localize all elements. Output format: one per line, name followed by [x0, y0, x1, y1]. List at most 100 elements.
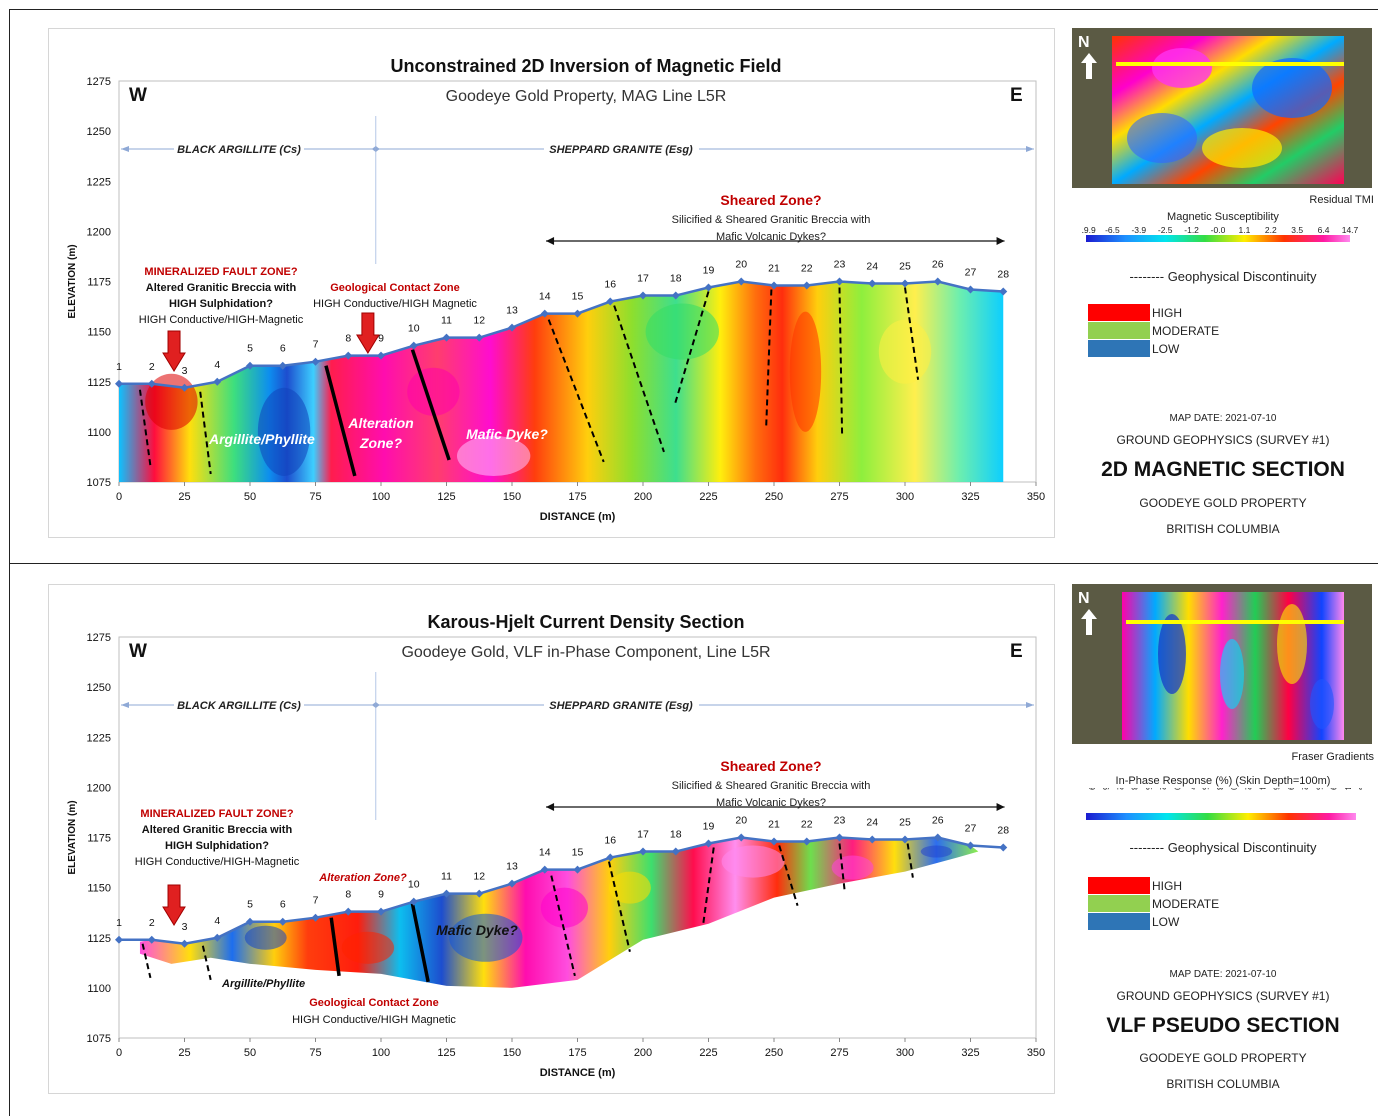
sheared-zone-line2: Mafic Volcanic Dykes? [716, 231, 826, 243]
station-label: 14 [539, 847, 551, 859]
x-tick-label: 200 [634, 491, 652, 503]
sheared-zone-arrowhead [996, 237, 1005, 245]
y-tick-label: 1225 [87, 176, 111, 188]
station-label: 10 [408, 323, 420, 335]
tmi-anomaly [1252, 58, 1332, 118]
station-marker [409, 897, 418, 906]
section-anomaly [878, 319, 932, 384]
station-marker [835, 833, 844, 842]
x-tick-label: 125 [437, 1047, 455, 1059]
x-tick-label: 0 [116, 1047, 122, 1059]
panel-divider [9, 563, 1378, 564]
legend-swatch-high [1088, 304, 1150, 321]
fault-zone-line3: HIGH Conductive/HIGH-Magnetic [139, 314, 304, 326]
x-tick-label: 250 [765, 1047, 783, 1059]
x-tick-label: 175 [568, 1047, 586, 1059]
station-label: 25 [899, 261, 911, 273]
contact-zone-line1: HIGH Conductive/HIGH Magnetic [292, 1014, 456, 1026]
station-marker [377, 907, 385, 916]
unit-arrowhead [371, 146, 376, 152]
legend-swatch-low [1088, 913, 1150, 930]
station-label: 10 [408, 879, 420, 891]
station-label: 21 [768, 819, 780, 831]
scale-value-label: 6.4 [1318, 225, 1330, 235]
station-label: 19 [703, 265, 715, 277]
x-tick-label: 100 [372, 491, 390, 503]
unit-label-bg [544, 697, 699, 713]
station-marker [147, 935, 156, 944]
red-pointer-icon [356, 312, 380, 354]
station-label: 23 [834, 259, 846, 271]
north-label: N [1078, 590, 1090, 607]
contact-fault-line [329, 917, 341, 977]
section-anomaly [920, 845, 953, 858]
y-tick-label: 1125 [87, 933, 111, 945]
scale-value-label: 4.3 [1357, 788, 1362, 790]
scale-value-label: -2.5 [1158, 225, 1173, 235]
fault-zone-title: MINERALIZED FAULT ZONE? [140, 808, 293, 820]
station-marker [377, 351, 385, 360]
station-marker [115, 935, 123, 944]
section-anomaly [608, 871, 651, 904]
x-tick-label: 175 [568, 491, 586, 503]
legend-label-high: HIGH [1152, 879, 1182, 893]
x-tick-label: 275 [830, 491, 848, 503]
map-caption: Residual TMI [1309, 194, 1374, 206]
station-marker [540, 865, 549, 874]
y-tick-label: 1075 [87, 1033, 111, 1045]
station-label: 17 [637, 273, 649, 285]
fault-zone-line2: HIGH Sulphidation? [165, 840, 269, 852]
scale-value-label: -0.3 [1215, 788, 1225, 790]
station-label: 23 [834, 815, 846, 827]
x-tick-label: 75 [309, 1047, 321, 1059]
section-title: VLF PSEUDO SECTION [1106, 1014, 1340, 1037]
red-pointer-icon [162, 884, 186, 926]
station-label: 8 [345, 889, 351, 901]
station-label: 14 [539, 291, 551, 303]
alteration-label-line1: Alteration [347, 415, 413, 431]
station-label: 18 [670, 273, 682, 285]
station-marker [573, 865, 582, 874]
section-title: 2D MAGNETIC SECTION [1101, 458, 1345, 481]
station-label: 7 [313, 895, 319, 907]
geophysical-discontinuity [906, 843, 914, 878]
geophysical-discontinuity [702, 847, 715, 924]
station-marker [770, 837, 778, 846]
y-tick-label: 1250 [87, 126, 111, 138]
station-marker [573, 309, 582, 318]
x-tick-label: 225 [699, 491, 717, 503]
station-label: 13 [506, 305, 518, 317]
section-anomaly [645, 303, 719, 360]
legend-swatch-moderate [1088, 895, 1150, 912]
station-marker [802, 837, 811, 846]
x-tick-label: 0 [116, 491, 122, 503]
x-tick-label: 25 [178, 491, 190, 503]
station-marker [999, 843, 1008, 852]
scale-value-label: 1.9 [1329, 788, 1339, 790]
chart-subtitle: Goodeye Gold Property, MAG Line L5R [446, 88, 727, 105]
legend-swatch-high [1088, 877, 1150, 894]
section-anomaly [789, 311, 822, 432]
alteration-label-line2: Zone? [359, 435, 402, 451]
map-caption: Fraser Gradients [1291, 751, 1374, 763]
station-label: 4 [214, 915, 220, 927]
province-name: BRITISH COLUMBIA [1166, 522, 1280, 536]
station-marker [933, 833, 942, 842]
alteration-label: Alteration Zone? [318, 872, 407, 884]
section-anomaly [341, 931, 395, 964]
station-marker [671, 291, 680, 300]
sheared-zone-line1: Silicified & Sheared Granitic Breccia wi… [672, 214, 871, 226]
y-axis-title: ELEVATION (m) [67, 244, 78, 318]
east-label: E [1010, 641, 1023, 662]
legend-label-moderate: MODERATE [1152, 324, 1220, 338]
fault-zone-line1: Altered Granitic Breccia with [142, 824, 293, 836]
geophysical-discontinuity [765, 289, 773, 428]
station-label: 9 [378, 889, 384, 901]
station-label: 8 [345, 333, 351, 345]
unit-right-label: SHEPPARD GRANITE (Esg) [549, 144, 693, 156]
scale-value-label: 0.0 [1229, 788, 1239, 790]
scale-value-label: -0.5 [1201, 788, 1211, 790]
survey-label: GROUND GEOPHYSICS (SURVEY #1) [1116, 989, 1330, 1003]
section-anomaly [407, 367, 460, 416]
